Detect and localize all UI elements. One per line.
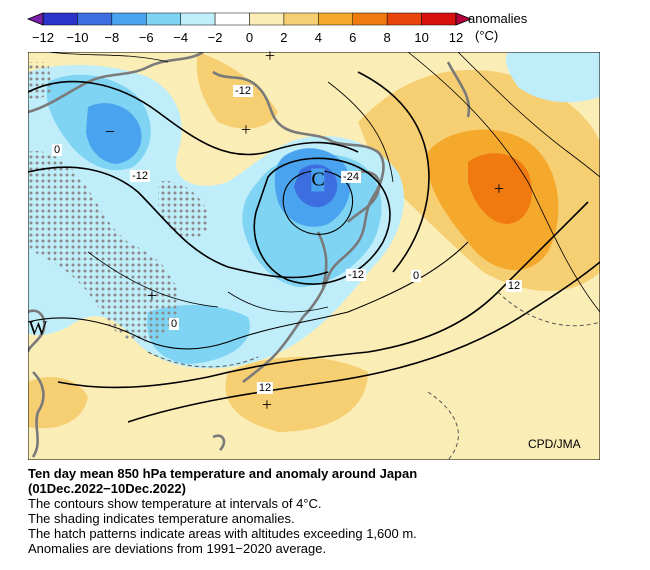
plus-mark: + [146,285,158,306]
contour-label: 12 [256,382,274,394]
colorbar-cell [111,12,147,26]
caption-line: The hatch patterns indicate areas with a… [28,526,417,541]
colorbar-tick-label: −12 [31,30,55,45]
map-caption: Ten day mean 850 hPa temperature and ano… [28,466,628,556]
warm-anomaly-south [225,357,368,432]
colorbar-cell [180,12,216,26]
cold-center-label: C [311,168,325,192]
colorbar-tick-label: −4 [173,30,189,45]
contour-label: 0 [51,144,63,156]
high-altitude-area-northwest [28,62,53,102]
temperature-contours [28,52,600,423]
plus-mark: + [493,178,505,199]
colorbar-tick-label: −10 [66,30,89,45]
colorbar-tick-label: −8 [104,30,120,45]
caption-line: Anomalies are deviations from 1991−2020 … [28,541,327,556]
contour-label: 0 [168,318,180,330]
plus-mark: + [240,119,252,140]
plus-mark: + [264,45,276,66]
colorbar-tick-label: 6 [349,30,357,45]
warm-center-label: W [28,317,48,340]
contour-label: -12 [346,269,366,281]
colorbar-tick-label: 4 [314,30,322,45]
colorbar-high-arrow [455,12,473,26]
colorbar-cell [214,12,250,26]
contour-label: -12 [130,170,150,182]
coastlines [28,52,471,458]
warm-anomaly-peak [468,153,532,224]
colorbar-title: anomalies [468,11,528,26]
zero-anomaly-contours [147,291,600,460]
colorbar-tick-label: 12 [448,30,464,45]
colorbar-tick-label: 0 [245,30,254,45]
anomaly-colorbar [26,12,473,26]
colorbar-tick-label: 8 [383,30,391,45]
high-altitude-area-east [158,181,210,240]
colorbar-cell [249,12,285,26]
colorbar-cell [318,12,354,26]
colorbar-tick-label: 10 [414,30,429,45]
plus-mark: + [261,394,273,415]
colorbar-cell [421,12,457,26]
temperature-anomaly-map [28,52,600,460]
colorbar-tick-label: −2 [207,30,223,45]
caption-line: The shading indicates temperature anomal… [28,511,295,526]
caption-period: (01Dec.2022−10Dec.2022) [28,481,186,496]
minus-mark: − [104,121,116,142]
colorbar-cell [386,12,422,26]
cold-anomaly-northeast [506,52,600,103]
colorbar-cell [283,12,319,26]
contour-label: 12 [505,280,523,292]
credit-label: CPD/JMA [528,437,581,451]
colorbar-unit: (°C) [475,28,499,43]
colorbar-cell [77,12,113,26]
colorbar-cell [352,12,388,26]
high-altitude-area-main [28,151,179,343]
contour-label: -12 [233,85,253,97]
cold-anomaly-west-core [86,103,142,164]
caption-title: Ten day mean 850 hPa temperature and ano… [28,466,418,481]
colorbar-tick-label: −6 [138,30,154,45]
contour-label: -24 [341,171,361,183]
colorbar-tick-label: 2 [280,30,288,45]
colorbar-low-arrow [26,12,44,26]
colorbar-cell [146,12,181,26]
colorbar-cell [42,12,78,26]
caption-line: The contours show temperature at interva… [28,496,322,511]
contour-label: 0 [410,270,422,282]
